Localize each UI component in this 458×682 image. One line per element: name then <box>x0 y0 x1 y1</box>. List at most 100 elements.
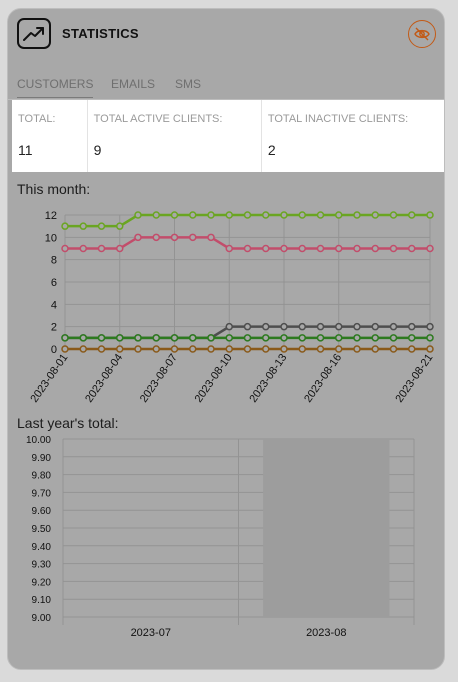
data-point <box>262 211 270 219</box>
data-point <box>353 345 361 353</box>
data-point <box>97 345 106 353</box>
data-point <box>371 345 379 353</box>
data-point <box>134 211 142 219</box>
data-point <box>61 334 69 342</box>
data-point <box>335 322 343 331</box>
summary-value: 11 <box>18 142 33 158</box>
data-point <box>134 345 142 353</box>
data-point <box>152 334 160 342</box>
data-point <box>389 322 398 331</box>
y-tick-label: 12 <box>45 210 57 222</box>
data-point <box>262 244 270 253</box>
y-tick-label: 9.00 <box>32 613 52 624</box>
data-point <box>280 244 288 253</box>
data-point <box>408 322 416 331</box>
data-point <box>280 211 288 219</box>
data-point <box>243 334 252 342</box>
x-tick-label: 2023-07 <box>131 627 171 639</box>
data-point <box>189 211 197 219</box>
summary-inactive: TOTAL INACTIVE CLIENTS: 2 <box>262 100 444 172</box>
y-tick-label: 2 <box>51 322 57 334</box>
tab-emails[interactable]: EMAILS <box>111 77 156 91</box>
data-point <box>152 345 160 353</box>
x-tick-label: 2023-08 <box>306 627 346 639</box>
data-point <box>262 322 270 331</box>
data-point <box>389 244 398 253</box>
monthly-line-chart: 0 2 4 6 8 10 12 2023-08-01 2023-08-04 2023-08-07 2… <box>28 210 435 405</box>
data-point <box>335 211 343 219</box>
bar <box>263 439 390 617</box>
data-point <box>426 211 434 219</box>
data-point <box>371 244 379 253</box>
y-tick-label: 9.40 <box>32 542 52 553</box>
x-tick-label: 2023-08-10 <box>193 352 235 405</box>
x-tick-label: 2023-08-07 <box>138 352 180 405</box>
y-tick-label: 4 <box>51 299 57 311</box>
y-tick-label: 0 <box>51 344 57 356</box>
data-point <box>79 334 87 342</box>
data-point <box>152 233 160 242</box>
data-point <box>225 244 233 253</box>
data-point <box>189 334 197 342</box>
page-title: STATISTICS <box>62 26 139 41</box>
data-point <box>170 345 179 353</box>
data-point <box>225 211 233 219</box>
data-point <box>207 334 215 342</box>
data-point <box>152 211 160 219</box>
data-point <box>280 322 288 331</box>
tab-bar: CUSTOMERS EMAILS SMS <box>8 69 444 100</box>
data-point <box>97 244 106 253</box>
data-point <box>189 345 197 353</box>
summary-panel: TOTAL: 11 TOTAL ACTIVE CLIENTS: 9 TOTAL … <box>12 100 444 172</box>
data-point <box>298 211 306 219</box>
data-point <box>298 244 306 253</box>
data-point <box>262 345 270 353</box>
y-tick-label: 9.90 <box>32 453 52 464</box>
x-tick-label: 2023-08-13 <box>247 352 289 405</box>
y-tick-label: 10.00 <box>26 435 51 446</box>
y-tick-label: 9.50 <box>32 524 52 535</box>
data-point <box>371 334 379 342</box>
data-point <box>408 244 416 253</box>
data-point <box>280 334 288 342</box>
data-point <box>262 334 270 342</box>
data-point <box>298 345 306 353</box>
tab-sms[interactable]: SMS <box>175 77 202 91</box>
data-point <box>426 334 434 342</box>
summary-label: TOTAL ACTIVE CLIENTS: <box>93 113 223 125</box>
data-point <box>79 222 87 230</box>
data-point <box>207 211 215 219</box>
data-point <box>116 244 124 253</box>
data-point <box>225 345 233 353</box>
data-point <box>97 222 106 230</box>
data-point <box>243 244 252 253</box>
data-point <box>116 222 124 230</box>
summary-label: TOTAL INACTIVE CLIENTS: <box>267 113 409 125</box>
data-point <box>335 345 343 353</box>
data-point <box>353 322 361 331</box>
data-point <box>426 322 434 331</box>
y-tick-label: 6 <box>51 277 57 289</box>
data-point <box>79 244 87 253</box>
data-point <box>389 345 398 353</box>
summary-value: 2 <box>267 142 276 158</box>
data-point <box>207 345 215 353</box>
data-point <box>243 211 252 219</box>
hide-stats-button[interactable] <box>408 20 436 48</box>
data-point <box>280 345 288 353</box>
data-point <box>134 233 142 242</box>
tab-customers[interactable]: CUSTOMERS <box>17 77 94 98</box>
x-tick-label: 2023-08-21 <box>393 352 435 405</box>
data-point <box>335 334 343 342</box>
data-point <box>389 334 398 342</box>
y-tick-label: 8 <box>51 255 57 267</box>
data-point <box>298 334 306 342</box>
data-point <box>116 345 124 353</box>
y-tick-label: 9.70 <box>32 488 52 499</box>
statistics-card: STATISTICS CUSTOMERS EMAILS SMS TOTAL: 1… <box>7 8 445 670</box>
data-point <box>353 211 361 219</box>
y-tick-label: 9.30 <box>32 560 52 571</box>
data-point <box>61 244 69 253</box>
data-point <box>426 244 434 253</box>
summary-label: TOTAL: <box>18 113 56 125</box>
